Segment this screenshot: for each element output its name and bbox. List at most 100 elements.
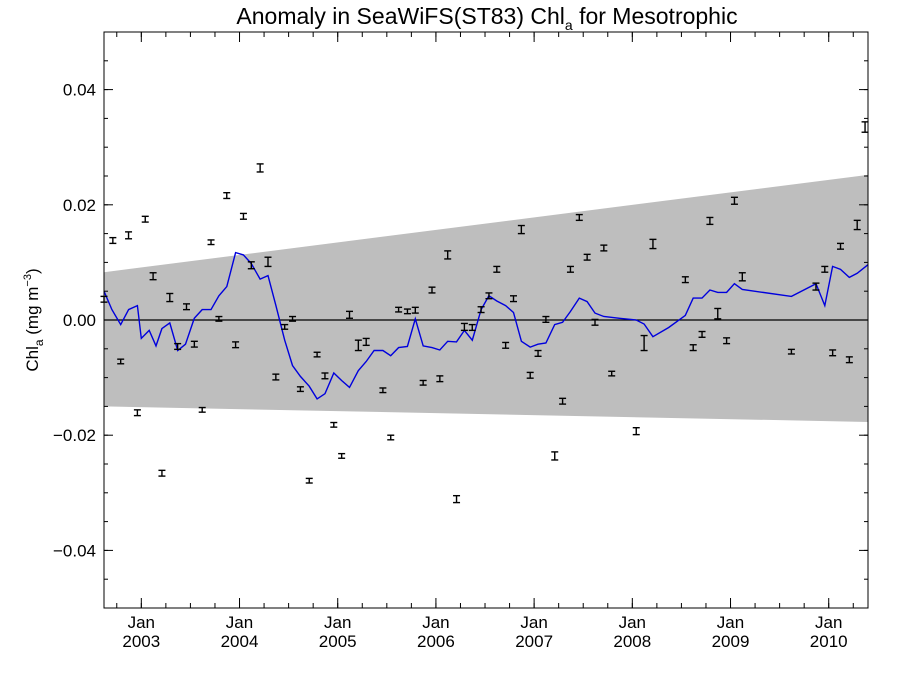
data-point-errorbar — [723, 337, 731, 345]
data-point-errorbar — [182, 303, 190, 311]
data-point-errorbar — [738, 272, 746, 282]
data-point-errorbar — [338, 452, 346, 459]
data-point-errorbar — [821, 265, 829, 273]
data-point-errorbar — [362, 337, 370, 347]
ylabel-main: Chl — [23, 346, 42, 372]
data-point-errorbar — [591, 318, 599, 326]
x-tick-month-label: Jan — [717, 613, 744, 632]
data-point-errorbar — [247, 261, 255, 270]
data-point-errorbar — [321, 372, 329, 380]
y-tick-label: 0.04 — [63, 81, 96, 100]
data-point-errorbar — [281, 323, 289, 330]
data-point-errorbar — [566, 265, 574, 273]
data-point-errorbar — [346, 310, 354, 319]
data-point-errorbar — [198, 406, 206, 413]
data-point-errorbar — [395, 306, 403, 313]
data-point-errorbar — [681, 276, 689, 284]
x-tick-month-label: Jan — [324, 613, 351, 632]
data-point-errorbar — [632, 427, 640, 436]
data-point-errorbar — [215, 315, 223, 322]
data-point-errorbar — [232, 341, 240, 349]
data-point-errorbar — [354, 339, 362, 352]
data-point-errorbar — [444, 250, 452, 260]
x-tick-month-label: Jan — [128, 613, 155, 632]
ylabel-subscript: a — [32, 339, 46, 346]
series-line-smoothed — [103, 251, 869, 400]
data-point-errorbar — [509, 295, 517, 303]
data-point-errorbar — [698, 330, 706, 338]
data-point-errorbar — [493, 265, 501, 273]
data-point-errorbar — [477, 306, 485, 314]
title-subscript: a — [565, 17, 573, 33]
data-point-errorbar — [706, 216, 714, 226]
data-point-errorbar — [264, 256, 272, 268]
data-point-errorbar — [468, 323, 476, 332]
data-point-errorbar — [608, 370, 616, 377]
data-point-errorbar — [223, 192, 231, 200]
data-point-errorbar — [812, 282, 820, 291]
data-point-errorbar — [239, 212, 247, 220]
data-point-errorbar — [419, 379, 427, 386]
x-tick-month-label: Jan — [422, 613, 449, 632]
data-point-errorbar — [289, 315, 297, 322]
data-point-errorbar — [485, 292, 493, 300]
data-point-errorbar — [526, 371, 534, 379]
data-point-errorbar — [600, 244, 608, 252]
data-point-errorbar — [861, 121, 869, 133]
x-tick-year-label: 2005 — [319, 632, 357, 651]
data-point-errorbar — [502, 341, 510, 349]
data-point-errorbar — [551, 451, 559, 461]
data-point-errorbar — [411, 306, 419, 314]
data-point-errorbar — [313, 351, 321, 358]
x-tick-year-label: 2004 — [221, 632, 259, 651]
data-point-errorbar — [583, 253, 591, 261]
x-tick-year-label: 2007 — [515, 632, 553, 651]
data-point-errorbar — [436, 375, 444, 383]
data-point-errorbar — [730, 196, 738, 205]
data-point-errorbar — [837, 242, 845, 250]
data-point-errorbar — [403, 308, 411, 315]
data-point-errorbar — [190, 340, 198, 348]
x-tick-month-label: Jan — [619, 613, 646, 632]
data-point-errorbar — [460, 322, 468, 332]
data-point-errorbar — [649, 238, 657, 250]
title-main: Anomaly in SeaWiFS(ST83) Chl — [236, 3, 565, 29]
data-point-errorbar — [379, 387, 387, 394]
data-point-errorbar — [125, 231, 133, 240]
y-tick-label: 0.00 — [63, 311, 96, 330]
error-bar-points-layer — [100, 121, 869, 504]
ylabel-units-superscript: −3 — [22, 274, 34, 287]
data-point-errorbar — [787, 348, 795, 355]
ylabel-units-post: ) — [23, 268, 42, 274]
x-tick-year-label: 2006 — [417, 632, 455, 651]
data-point-errorbar — [296, 386, 304, 393]
x-tick-year-label: 2008 — [613, 632, 651, 651]
title-tail: for Mesotrophic — [573, 3, 738, 29]
data-point-errorbar — [174, 342, 182, 351]
data-point-errorbar — [305, 477, 313, 484]
data-point-errorbar — [542, 315, 550, 324]
data-point-errorbar — [207, 239, 215, 246]
y-tick-label: 0.02 — [63, 196, 96, 215]
y-tick-label: −0.02 — [53, 426, 96, 445]
data-point-errorbar — [387, 434, 395, 441]
x-tick-month-label: Jan — [815, 613, 842, 632]
data-point-errorbar — [559, 397, 567, 405]
smoothed-line-layer — [103, 251, 869, 400]
data-point-errorbar — [575, 213, 583, 222]
data-point-errorbar — [829, 349, 837, 357]
y-tick-label: −0.04 — [53, 541, 96, 560]
axes-layer: −0.04−0.020.000.020.04Jan2003Jan2004Jan2… — [53, 31, 869, 651]
data-point-errorbar — [534, 349, 542, 357]
x-tick-month-label: Jan — [520, 613, 547, 632]
data-point-errorbar — [330, 421, 338, 428]
data-point-errorbar — [853, 219, 861, 231]
data-point-errorbar — [453, 494, 461, 504]
data-point-errorbar — [845, 356, 853, 364]
data-point-errorbar — [109, 236, 117, 245]
y-axis-label: Chla (mg m−3) — [22, 268, 46, 371]
data-point-errorbar — [428, 286, 436, 294]
x-tick-month-label: Jan — [226, 613, 253, 632]
data-point-errorbar — [256, 163, 264, 173]
